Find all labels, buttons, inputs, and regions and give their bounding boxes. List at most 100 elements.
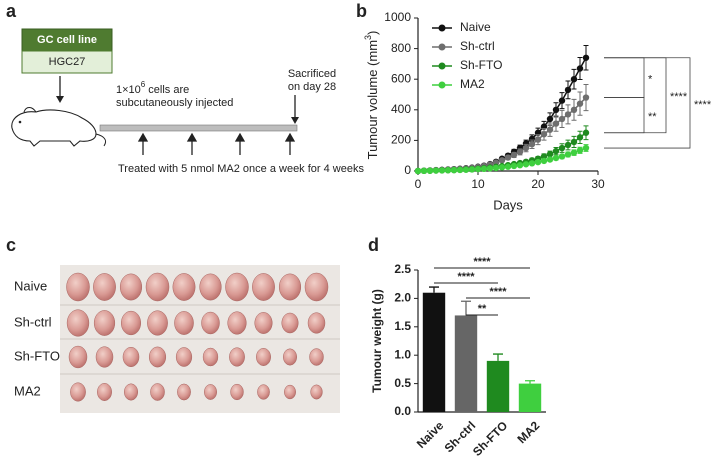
panel-label: a bbox=[6, 1, 17, 21]
sacrifice-text: Sacrificed bbox=[288, 68, 336, 80]
legend-label: Naive bbox=[460, 20, 491, 34]
tumour bbox=[147, 311, 167, 336]
tumour bbox=[149, 347, 166, 367]
legend-marker bbox=[439, 44, 446, 51]
x-tick-label: 10 bbox=[471, 177, 485, 191]
tumour bbox=[284, 385, 295, 399]
marker bbox=[577, 134, 583, 140]
sig-label: **** bbox=[473, 256, 491, 268]
marker bbox=[481, 166, 487, 172]
timeline bbox=[100, 125, 297, 131]
y-tick-label: 400 bbox=[391, 102, 411, 116]
sig-bracket bbox=[604, 98, 644, 133]
sig-label: **** bbox=[670, 91, 688, 103]
marker bbox=[535, 136, 541, 142]
tumour bbox=[93, 273, 115, 300]
marker bbox=[583, 55, 589, 61]
row-label: MA2 bbox=[14, 383, 41, 398]
tumour bbox=[176, 347, 192, 366]
tumour bbox=[228, 312, 247, 335]
mouse-tail bbox=[96, 134, 106, 146]
legend-marker bbox=[439, 25, 446, 32]
y-tick-label: 0.5 bbox=[394, 376, 411, 390]
text-part: ) bbox=[365, 31, 380, 35]
tumour bbox=[120, 274, 142, 300]
tumour bbox=[282, 313, 298, 333]
tumour bbox=[255, 312, 272, 333]
text-part: Tumour volume (mm bbox=[365, 40, 380, 159]
x-tick-label: 0 bbox=[415, 177, 422, 191]
tumour bbox=[308, 313, 325, 334]
panel-label: c bbox=[6, 235, 16, 255]
marker bbox=[559, 116, 565, 122]
y-tick-label: 1.5 bbox=[394, 319, 411, 333]
tumour bbox=[311, 385, 323, 399]
marker bbox=[559, 97, 565, 103]
marker bbox=[565, 151, 571, 157]
marker bbox=[415, 168, 421, 174]
text-part: 1×10 bbox=[116, 84, 141, 96]
marker bbox=[517, 149, 523, 155]
sacrifice-text: on day 28 bbox=[288, 81, 336, 93]
bar bbox=[455, 315, 477, 412]
marker bbox=[499, 164, 505, 170]
marker bbox=[559, 153, 565, 159]
marker bbox=[463, 167, 469, 173]
marker bbox=[451, 167, 457, 173]
marker bbox=[571, 76, 577, 82]
x-tick-label: 30 bbox=[591, 177, 605, 191]
text-part: cells are bbox=[145, 84, 189, 96]
y-tick-label: 200 bbox=[391, 133, 411, 147]
tumour bbox=[229, 348, 244, 367]
tumour bbox=[69, 346, 87, 368]
tumour bbox=[123, 347, 139, 367]
sig-label: ** bbox=[478, 303, 487, 315]
tumour bbox=[96, 347, 113, 368]
tumour bbox=[177, 384, 190, 400]
marker bbox=[553, 155, 559, 161]
dose-arrows bbox=[139, 134, 294, 155]
bar bbox=[423, 293, 445, 412]
marker bbox=[487, 165, 493, 171]
marker bbox=[469, 166, 475, 172]
tumour bbox=[124, 384, 138, 401]
marker bbox=[517, 162, 523, 168]
marker bbox=[553, 107, 559, 113]
panel-label: b bbox=[356, 1, 367, 21]
tumour bbox=[70, 383, 85, 401]
marker bbox=[511, 163, 517, 169]
error-bar bbox=[429, 287, 439, 293]
marker bbox=[427, 167, 433, 173]
marker bbox=[553, 120, 559, 126]
sig-bracket bbox=[604, 58, 666, 133]
injection-text: 1×106 cells are bbox=[116, 80, 189, 96]
tumour bbox=[256, 348, 270, 365]
treatment-text: Treated with 5 nmol MA2 once a week for … bbox=[118, 163, 364, 175]
marker bbox=[583, 130, 589, 136]
y-tick-label: 1000 bbox=[384, 10, 411, 24]
marker bbox=[493, 165, 499, 171]
marker bbox=[433, 167, 439, 173]
marker bbox=[421, 168, 427, 174]
x-tick-label: 20 bbox=[531, 177, 545, 191]
row-label: Sh-ctrl bbox=[14, 314, 52, 329]
injection-text: subcutaneously injected bbox=[116, 97, 233, 109]
marker bbox=[553, 148, 559, 154]
panel-label: d bbox=[368, 235, 379, 255]
marker bbox=[547, 126, 553, 132]
marker bbox=[505, 154, 511, 160]
sig-label: ** bbox=[648, 111, 657, 123]
marker bbox=[523, 161, 529, 167]
row-label: Naive bbox=[14, 278, 47, 293]
marker bbox=[565, 142, 571, 148]
y-tick-label: 1.0 bbox=[394, 347, 411, 361]
marker bbox=[541, 131, 547, 137]
y-tick-label: 0 bbox=[404, 163, 411, 177]
tumour bbox=[146, 273, 169, 301]
tumour bbox=[257, 385, 269, 400]
marker bbox=[505, 164, 511, 170]
x-tick-label: Sh-FTO bbox=[470, 418, 510, 458]
arrow-head bbox=[56, 96, 64, 103]
legend-marker bbox=[439, 82, 446, 89]
